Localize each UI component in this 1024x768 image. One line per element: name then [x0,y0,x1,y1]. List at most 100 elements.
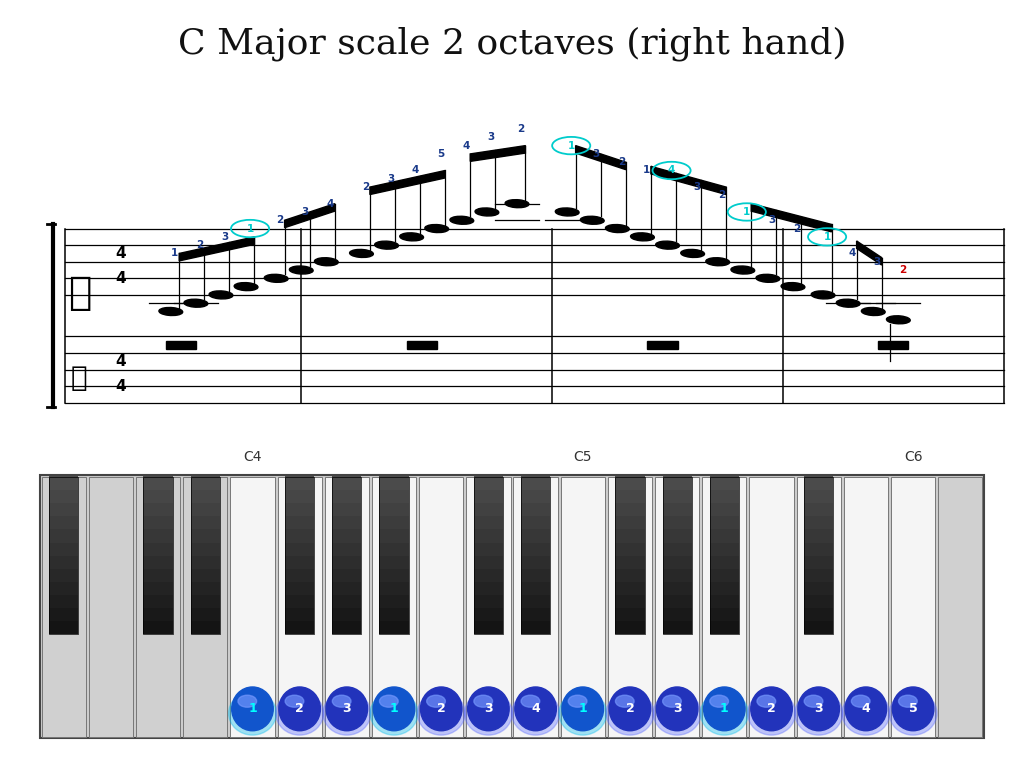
Bar [332,594,361,608]
Ellipse shape [370,691,418,735]
Bar [190,528,220,542]
Ellipse shape [279,687,321,731]
Bar [615,568,644,582]
Bar [143,621,173,634]
Ellipse shape [798,687,840,731]
Bar [710,476,739,490]
Text: 3: 3 [484,703,493,715]
Bar [285,607,314,621]
Ellipse shape [615,695,634,707]
Bar [380,476,409,490]
Bar [663,621,692,634]
Text: 3: 3 [673,703,681,715]
Bar [143,528,173,542]
Bar [49,607,79,621]
Bar [561,477,605,737]
Text: 5: 5 [908,703,918,715]
Bar [474,594,503,608]
Bar [380,554,409,569]
Text: 2: 2 [517,124,524,134]
Text: 4: 4 [116,246,126,261]
Bar [49,568,79,582]
Ellipse shape [234,283,258,290]
Ellipse shape [631,233,654,241]
Text: C Major scale 2 octaves (right hand): C Major scale 2 octaves (right hand) [178,27,846,61]
Bar [143,581,173,595]
Bar [190,476,220,490]
Ellipse shape [418,691,465,735]
Bar [710,581,739,595]
Polygon shape [470,146,525,161]
Ellipse shape [349,250,374,257]
Ellipse shape [795,691,843,735]
Bar [143,607,173,621]
Text: 1: 1 [720,703,729,715]
Bar [190,607,220,621]
Text: 2: 2 [295,703,304,715]
Text: 2: 2 [361,182,369,192]
Text: 2: 2 [767,703,776,715]
Bar [750,477,794,737]
Bar [615,515,644,529]
Bar [190,489,220,503]
Polygon shape [651,167,726,194]
Bar [844,477,888,737]
Bar [521,568,550,582]
Bar [278,477,322,737]
Bar [474,515,503,529]
Bar [332,621,361,634]
Text: 1: 1 [171,248,178,259]
Ellipse shape [700,691,749,735]
Ellipse shape [555,208,580,216]
Bar [710,554,739,569]
Ellipse shape [209,291,232,299]
Bar [663,594,692,608]
Bar [521,489,550,503]
Ellipse shape [231,687,273,731]
Bar [521,515,550,529]
Ellipse shape [515,687,556,731]
Ellipse shape [421,687,462,731]
Bar [804,541,834,556]
Text: 2: 2 [437,703,445,715]
Bar [380,541,409,556]
Bar [513,477,558,737]
Bar [474,621,503,634]
Ellipse shape [710,695,728,707]
Bar [521,541,550,556]
Ellipse shape [681,250,705,257]
Text: 4: 4 [116,354,126,369]
Ellipse shape [663,695,681,707]
Ellipse shape [751,687,793,731]
Ellipse shape [562,687,603,731]
Bar [143,554,173,569]
Ellipse shape [290,266,313,274]
Bar [332,568,361,582]
Bar [521,528,550,542]
Bar [474,528,503,542]
Bar [663,541,692,556]
Ellipse shape [468,687,509,731]
Text: 𝄢: 𝄢 [71,364,87,392]
Bar [615,594,644,608]
Bar [190,515,220,529]
Ellipse shape [285,695,304,707]
Bar [663,581,692,595]
Bar [474,581,503,595]
Bar [521,621,550,634]
Bar [710,515,739,529]
Bar [49,515,79,529]
Bar [49,594,79,608]
Bar [521,476,550,490]
Bar [49,541,79,556]
Text: 𝄞: 𝄞 [69,273,92,312]
Text: 4: 4 [849,248,856,259]
Ellipse shape [238,695,257,707]
Ellipse shape [889,691,937,735]
Bar [804,528,834,542]
Bar [615,528,644,542]
Ellipse shape [731,266,755,274]
Bar [380,581,409,595]
Ellipse shape [606,691,654,735]
Bar [615,489,644,503]
